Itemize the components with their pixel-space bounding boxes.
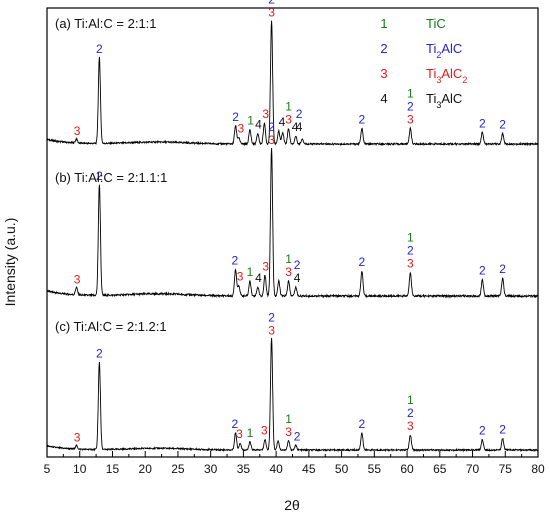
phase-marker-1: 1 <box>247 426 254 440</box>
x-tick-label: 35 <box>237 462 251 476</box>
x-tick-label: 65 <box>433 462 447 476</box>
phase-marker-4: 4 <box>279 115 286 129</box>
phase-marker-1: 1 <box>247 265 254 279</box>
phase-marker-2: 2 <box>499 423 506 437</box>
phase-marker-2: 2 <box>359 417 366 431</box>
phase-marker-3: 3 <box>74 431 81 445</box>
phase-marker-3: 3 <box>236 427 243 441</box>
xrd-trace-1 <box>46 20 539 147</box>
legend: 1 TiC 2 Ti2AlC 3 Ti3AlC2 4 Ti3AlC <box>380 16 467 110</box>
phase-marker-2: 2 <box>268 120 275 134</box>
phase-marker-3: 3 <box>74 124 81 138</box>
phase-marker-2: 2 <box>232 110 239 124</box>
phase-marker-3: 3 <box>262 259 269 273</box>
phase-marker-2: 2 <box>407 243 414 257</box>
phase-marker-2: 2 <box>479 116 486 130</box>
phase-marker-3: 3 <box>407 419 414 433</box>
phase-marker-1: 1 <box>285 99 292 113</box>
phase-marker-2: 2 <box>232 253 239 267</box>
phase-marker-1: 1 <box>247 114 254 128</box>
x-tick-label: 80 <box>531 462 545 476</box>
legend-label: Ti2AlC <box>426 41 462 60</box>
panel-label-3: (c) Ti:Al:C = 2:1.2:1 <box>55 319 167 334</box>
xrd-trace-3 <box>46 337 539 453</box>
x-tick-label: 20 <box>139 462 153 476</box>
phase-marker-1: 1 <box>407 230 414 244</box>
x-tick-label: 75 <box>499 462 513 476</box>
phase-marker-3: 3 <box>407 112 414 126</box>
phase-marker-3: 3 <box>237 270 244 284</box>
phase-marker-2: 2 <box>294 429 301 443</box>
phase-marker-4: 4 <box>294 271 301 285</box>
phase-marker-2: 2 <box>359 255 366 269</box>
x-tick-label: 5 <box>44 462 51 476</box>
phase-marker-1: 1 <box>285 252 292 266</box>
phase-marker-3: 3 <box>268 133 275 147</box>
phase-marker-2: 2 <box>499 262 506 276</box>
x-tick-label: 70 <box>466 462 480 476</box>
phase-marker-3: 3 <box>268 6 275 20</box>
phase-marker-3: 3 <box>407 256 414 270</box>
phase-marker-2: 2 <box>479 264 486 278</box>
phase-marker-2: 2 <box>359 112 366 126</box>
phase-marker-3: 3 <box>268 323 275 337</box>
phase-marker-2: 2 <box>407 99 414 113</box>
phase-marker-4: 4 <box>292 120 299 134</box>
x-tick-label: 45 <box>302 462 316 476</box>
phase-marker-3: 3 <box>285 425 292 439</box>
phase-marker-2: 2 <box>407 406 414 420</box>
phase-marker-2: 2 <box>96 347 103 361</box>
phase-marker-4: 4 <box>255 271 262 285</box>
phase-marker-2: 2 <box>268 0 275 7</box>
phase-marker-2: 2 <box>499 118 506 132</box>
phase-marker-2: 2 <box>479 424 486 438</box>
xrd-trace-2 <box>46 147 539 299</box>
axes: 5 10 15 20 25 30 35 40 45 50 55 60 65 70 75 80 <box>44 451 545 476</box>
phase-marker-3: 3 <box>262 107 269 121</box>
phase-markers: 3223143234134242123223223143231324212322… <box>74 0 507 445</box>
phase-marker-3: 3 <box>74 273 81 287</box>
legend-label: TiC <box>426 16 446 31</box>
phase-marker-3: 3 <box>237 122 244 136</box>
y-axis-title: Intensity (a.u.) <box>2 218 18 307</box>
phase-marker-2: 2 <box>294 258 301 272</box>
phase-marker-2: 2 <box>296 107 303 121</box>
x-tick-label: 55 <box>368 462 382 476</box>
phase-marker-4: 4 <box>255 118 262 132</box>
phase-marker-1: 1 <box>407 86 414 100</box>
xrd-traces <box>46 20 539 453</box>
phase-marker-1: 1 <box>407 393 414 407</box>
legend-code: 1 <box>380 16 387 31</box>
phase-marker-1: 1 <box>285 412 292 426</box>
x-tick-label: 15 <box>106 462 120 476</box>
x-tick-label: 50 <box>335 462 349 476</box>
legend-code: 4 <box>380 91 387 106</box>
phase-marker-4: 4 <box>296 120 303 134</box>
legend-label: Ti3AlC <box>426 91 462 110</box>
panel-label-1: (a) Ti:Al:C = 2:1:1 <box>55 16 157 31</box>
phase-marker-3: 3 <box>285 112 292 126</box>
legend-label: Ti3AlC2 <box>426 66 467 85</box>
x-tick-label: 30 <box>204 462 218 476</box>
phase-marker-3: 3 <box>261 424 268 438</box>
x-axis-title: 2θ <box>284 497 300 513</box>
phase-marker-3: 3 <box>285 265 292 279</box>
panel-labels: (a) Ti:Al:C = 2:1:1 (b) Ti:Al:C = 2:1.1:1… <box>55 16 167 334</box>
phase-marker-2: 2 <box>268 310 275 324</box>
phase-marker-2: 2 <box>232 417 239 431</box>
x-tick-label: 60 <box>400 462 414 476</box>
phase-marker-2: 2 <box>96 169 103 183</box>
phase-marker-2: 2 <box>96 42 103 56</box>
x-tick-label: 10 <box>73 462 87 476</box>
panel-label-2: (b) Ti:Al:C = 2:1.1:1 <box>55 170 167 185</box>
legend-code: 2 <box>380 41 387 56</box>
x-tick-label: 25 <box>171 462 185 476</box>
x-tick-label: 40 <box>269 462 283 476</box>
legend-code: 3 <box>380 66 387 81</box>
